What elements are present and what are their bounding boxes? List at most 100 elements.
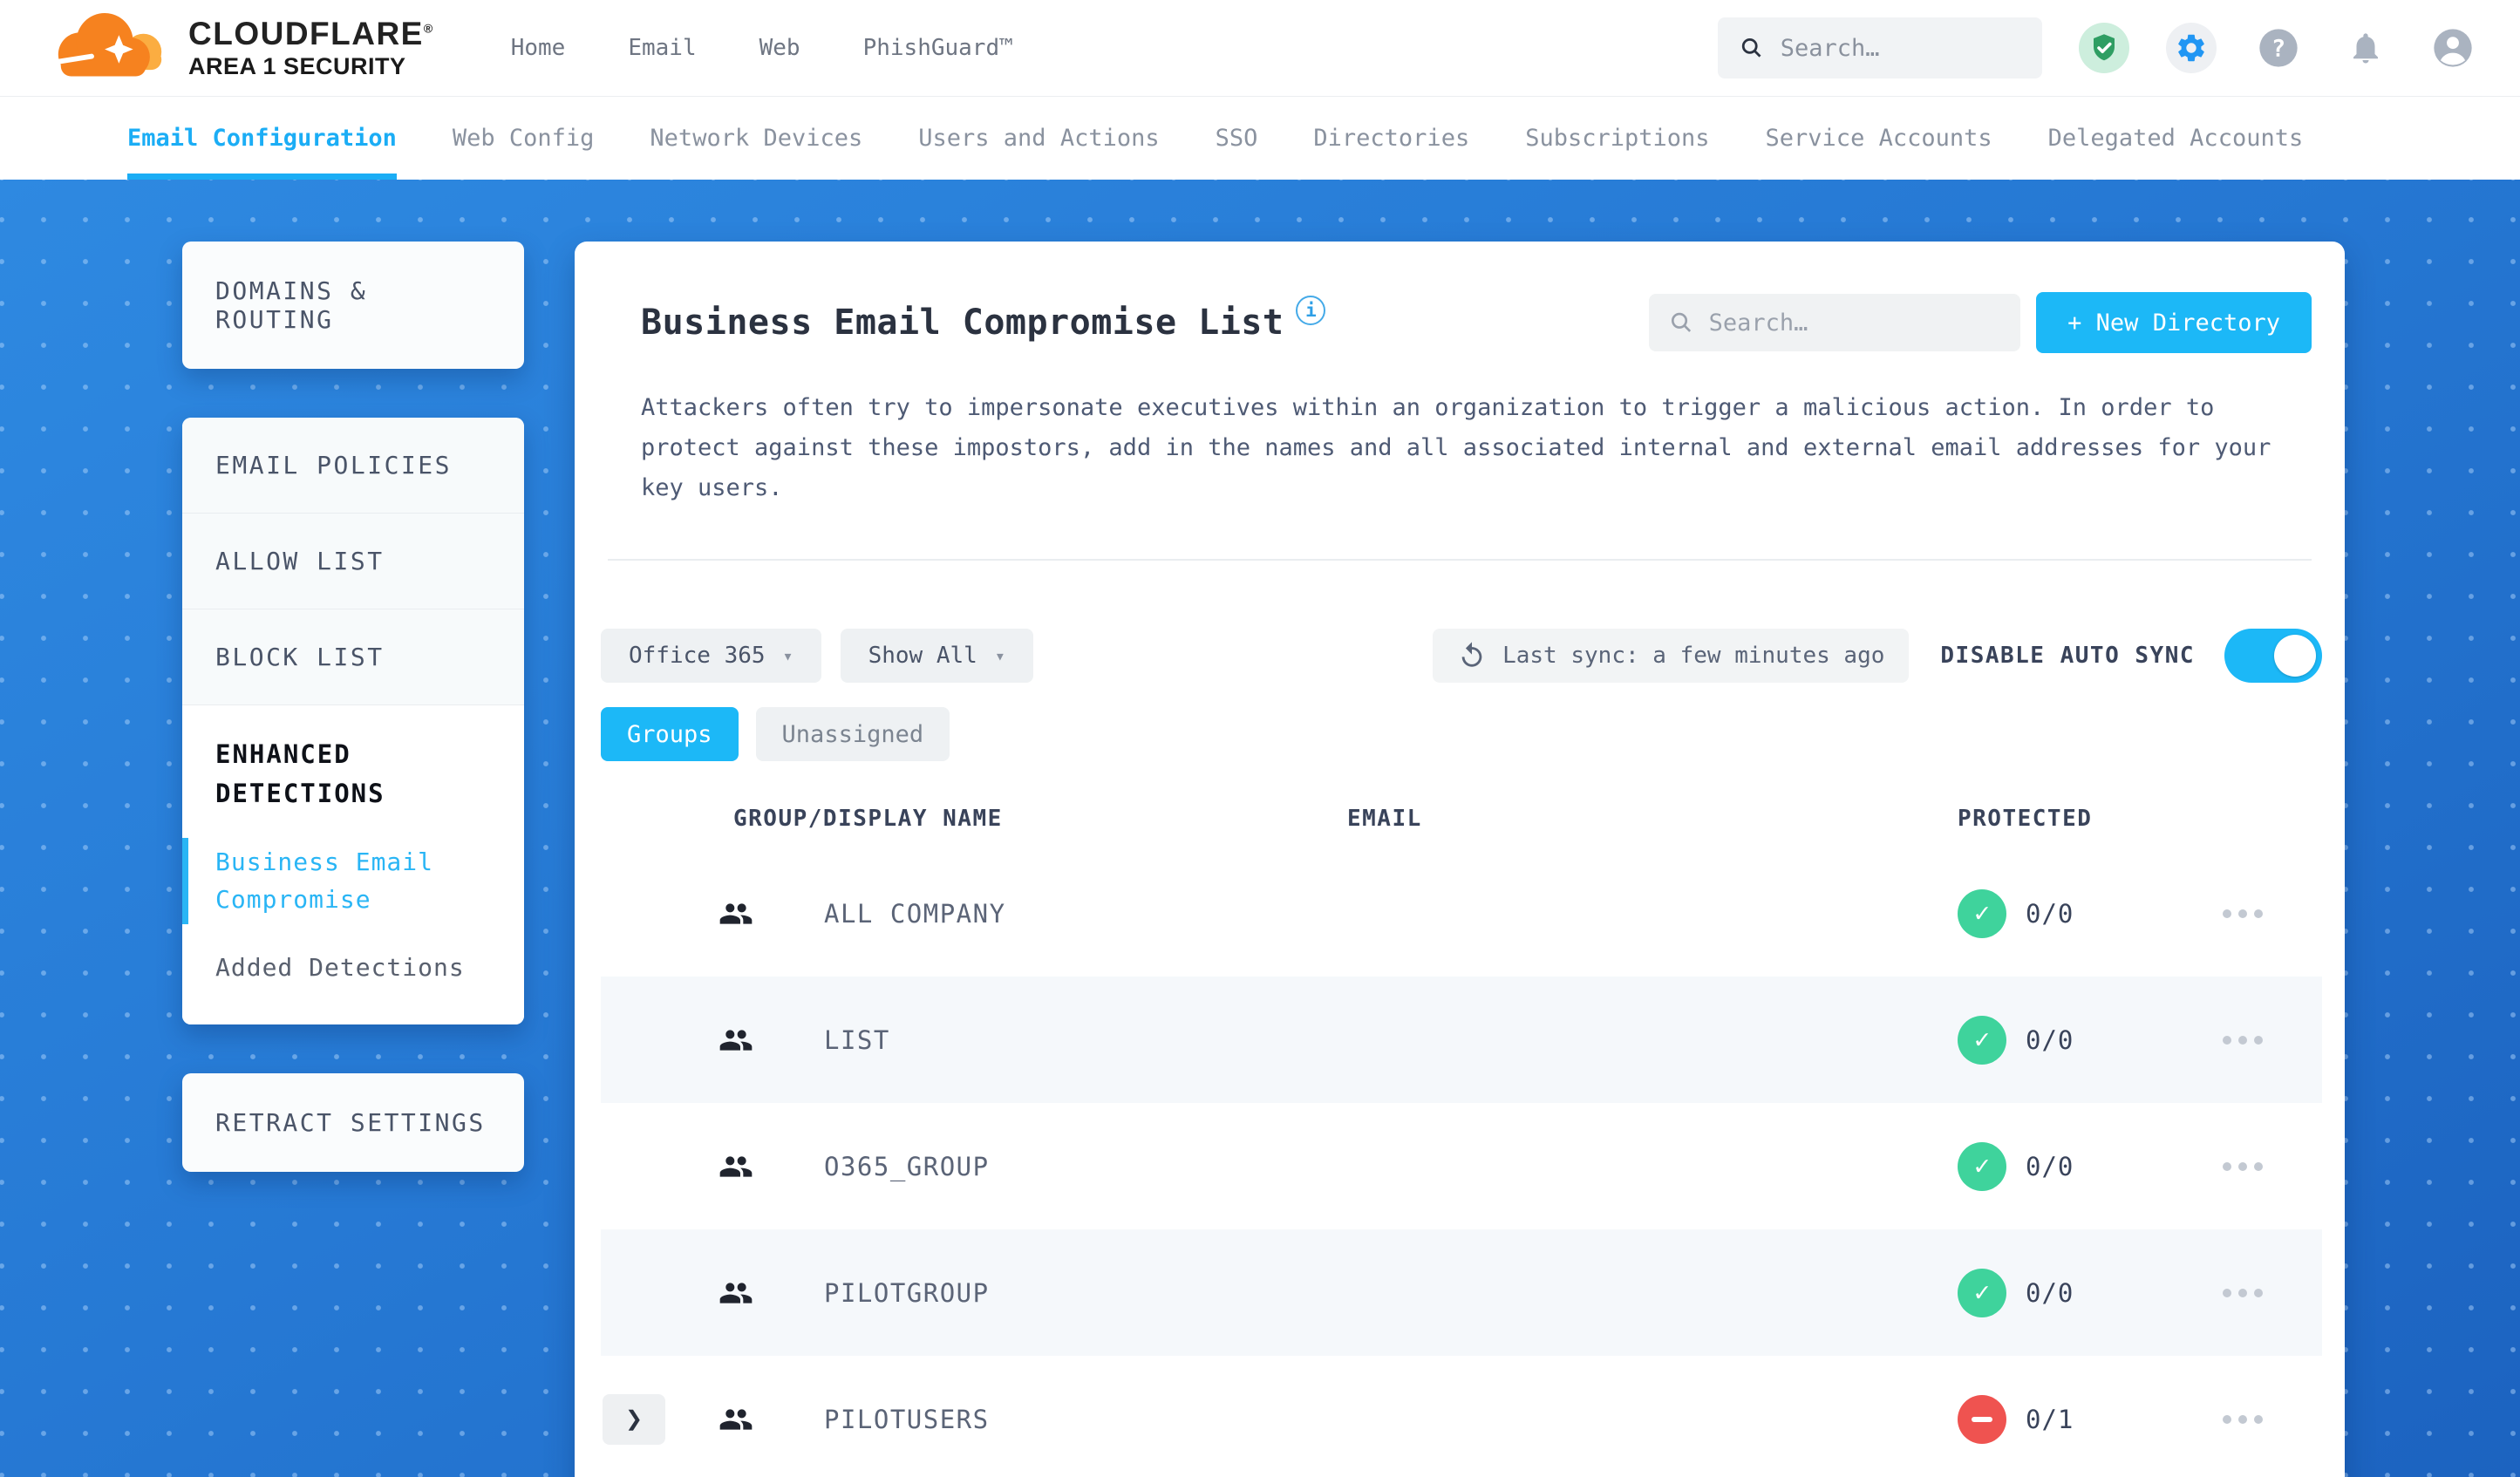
table-row: ❯ O365_GROUP ✓ 0/0 bbox=[601, 1103, 2322, 1229]
sidebar-item-allow-list[interactable]: ALLOW LIST bbox=[182, 514, 524, 609]
cloudflare-logo[interactable]: CLOUDFLARE® AREA 1 SECURITY bbox=[45, 8, 434, 88]
svg-text:?: ? bbox=[2271, 36, 2285, 63]
column-header-name: GROUP/DISPLAY NAME bbox=[733, 806, 1003, 832]
row-actions-button[interactable] bbox=[2219, 1406, 2266, 1433]
row-actions-button[interactable] bbox=[2219, 1027, 2266, 1053]
tab-delegated-accounts[interactable]: Delegated Accounts bbox=[2047, 125, 2304, 152]
user-avatar-icon bbox=[2434, 29, 2472, 67]
header-search-input[interactable] bbox=[1780, 34, 2019, 62]
column-header-email: EMAIL bbox=[1347, 806, 1422, 832]
protected-status-icon: ✓ bbox=[1958, 1015, 2006, 1065]
group-icon bbox=[719, 1282, 753, 1303]
row-actions-button[interactable] bbox=[2219, 1154, 2266, 1180]
info-icon[interactable]: i bbox=[1296, 296, 1326, 325]
protected-status-icon: ✓ bbox=[1958, 1268, 2006, 1317]
unprotected-status-icon: ✓ bbox=[1958, 1394, 2006, 1444]
new-directory-button[interactable]: + New Directory bbox=[2036, 292, 2312, 353]
tab-subscriptions[interactable]: Subscriptions bbox=[1525, 125, 1710, 152]
shield-check-icon bbox=[2094, 34, 2115, 61]
tab-email-configuration[interactable]: Email Configuration bbox=[127, 97, 397, 180]
directory-select[interactable]: Office 365 ▾ bbox=[601, 629, 821, 683]
sidebar-item-retract-settings[interactable]: RETRACT SETTINGS bbox=[215, 1108, 486, 1138]
question-icon: ? bbox=[2259, 29, 2298, 67]
protected-count: 0/0 bbox=[2026, 1277, 2074, 1308]
security-shield-button[interactable] bbox=[2079, 23, 2129, 73]
toggle-knob bbox=[2274, 635, 2316, 677]
table-row: ❯ ALL COMPANY ✓ 0/0 bbox=[601, 850, 2322, 977]
search-icon bbox=[1741, 37, 1761, 58]
table-row: ❯ PILOTGROUP ✓ 0/0 bbox=[601, 1229, 2322, 1356]
tab-web-config[interactable]: Web Config bbox=[452, 125, 595, 152]
page-title: Business Email Compromise List bbox=[641, 303, 1284, 343]
refresh-icon bbox=[1461, 642, 1482, 667]
unassigned-tab[interactable]: Unassigned bbox=[755, 707, 950, 761]
group-icon bbox=[719, 902, 753, 924]
list-search[interactable] bbox=[1649, 294, 2021, 351]
search-icon bbox=[1672, 312, 1692, 332]
chevron-down-icon: ▾ bbox=[782, 645, 793, 666]
auto-sync-toggle[interactable] bbox=[2224, 629, 2322, 683]
sidebar-item-domains-routing[interactable]: DOMAINS & ROUTING bbox=[215, 276, 368, 334]
groups-tab[interactable]: Groups bbox=[601, 707, 739, 761]
auto-sync-label: DISABLE AUTO SYNC bbox=[1940, 643, 2195, 669]
table-header: GROUP/DISPLAY NAME EMAIL PROTECTED bbox=[601, 787, 2322, 850]
sidebar-item-added-detections[interactable]: Added Detections bbox=[215, 952, 465, 982]
main-panel: Business Email Compromise List i + New D… bbox=[575, 242, 2345, 1477]
show-filter-select[interactable]: Show All ▾ bbox=[840, 629, 1033, 683]
tab-users-and-actions[interactable]: Users and Actions bbox=[918, 125, 1160, 152]
top-nav: Home Email Web PhishGuard™ bbox=[511, 35, 1013, 61]
tab-network-devices[interactable]: Network Devices bbox=[650, 125, 863, 152]
protected-count: 0/1 bbox=[2026, 1404, 2074, 1434]
chevron-down-icon: ▾ bbox=[994, 645, 1005, 666]
nav-email[interactable]: Email bbox=[628, 35, 697, 61]
sidebar: DOMAINS & ROUTING EMAIL POLICIES ALLOW L… bbox=[182, 242, 524, 1173]
section-divider bbox=[608, 559, 2312, 561]
last-sync-label: Last sync: a few minutes ago bbox=[1502, 643, 1885, 669]
expand-row-button[interactable]: ❯ bbox=[603, 1393, 665, 1445]
top-header: CLOUDFLARE® AREA 1 SECURITY Home Email W… bbox=[0, 0, 2520, 96]
protected-status-icon: ✓ bbox=[1958, 888, 2006, 938]
sidebar-item-block-list[interactable]: BLOCK LIST bbox=[182, 609, 524, 705]
tab-directories[interactable]: Directories bbox=[1313, 125, 1470, 152]
groups-table: GROUP/DISPLAY NAME EMAIL PROTECTED ❯ ALL… bbox=[601, 787, 2322, 1477]
nav-home[interactable]: Home bbox=[510, 35, 566, 61]
group-name: LIST bbox=[824, 1024, 890, 1055]
row-actions-button[interactable] bbox=[2219, 901, 2266, 927]
row-actions-button[interactable] bbox=[2219, 1280, 2266, 1306]
tab-service-accounts[interactable]: Service Accounts bbox=[1765, 125, 1992, 152]
protected-count: 0/0 bbox=[2026, 1024, 2074, 1055]
sidebar-section-enhanced-detections: ENHANCED DETECTIONS Business Email Compr… bbox=[182, 705, 524, 1025]
group-name: ALL COMPANY bbox=[824, 898, 1006, 929]
sidebar-item-business-email-compromise[interactable]: Business Email Compromise bbox=[182, 837, 491, 924]
nav-web[interactable]: Web bbox=[759, 35, 800, 61]
group-name: PILOTGROUP bbox=[824, 1277, 990, 1308]
table-row: ❯ PILOTUSERS ✓ 0/1 bbox=[601, 1356, 2322, 1477]
group-name: O365_GROUP bbox=[824, 1151, 990, 1181]
last-sync-button[interactable]: Last sync: a few minutes ago bbox=[1433, 629, 1910, 683]
group-icon bbox=[719, 1155, 753, 1177]
settings-button[interactable] bbox=[2166, 23, 2217, 73]
group-icon bbox=[719, 1029, 753, 1051]
bell-icon bbox=[2353, 33, 2378, 64]
header-actions: ? bbox=[1718, 17, 2478, 78]
tab-sso[interactable]: SSO bbox=[1215, 125, 1258, 152]
nav-phishguard[interactable]: PhishGuard™ bbox=[862, 35, 1013, 61]
protected-status-icon: ✓ bbox=[1958, 1141, 2006, 1191]
account-button[interactable] bbox=[2428, 23, 2478, 73]
content-area: DOMAINS & ROUTING EMAIL POLICIES ALLOW L… bbox=[0, 180, 2520, 1477]
logo-sub: AREA 1 SECURITY bbox=[188, 52, 406, 79]
help-button[interactable]: ? bbox=[2253, 23, 2304, 73]
table-row: ❯ LIST ✓ 0/0 bbox=[601, 977, 2322, 1103]
logo-brand: CLOUDFLARE® bbox=[188, 16, 434, 52]
header-search[interactable] bbox=[1718, 17, 2042, 78]
list-search-input[interactable] bbox=[1708, 309, 2000, 337]
sidebar-item-enhanced-detections[interactable]: ENHANCED DETECTIONS bbox=[215, 739, 385, 808]
config-subnav: Email Configuration Web Config Network D… bbox=[0, 96, 2520, 180]
protected-count: 0/0 bbox=[2026, 1151, 2074, 1181]
sidebar-item-email-policies[interactable]: EMAIL POLICIES bbox=[182, 418, 524, 514]
notifications-button[interactable] bbox=[2340, 23, 2391, 73]
protected-count: 0/0 bbox=[2026, 898, 2074, 929]
cloudflare-cloud-icon bbox=[48, 13, 162, 77]
column-header-protected: PROTECTED bbox=[1958, 806, 2093, 832]
group-icon bbox=[719, 1408, 753, 1430]
